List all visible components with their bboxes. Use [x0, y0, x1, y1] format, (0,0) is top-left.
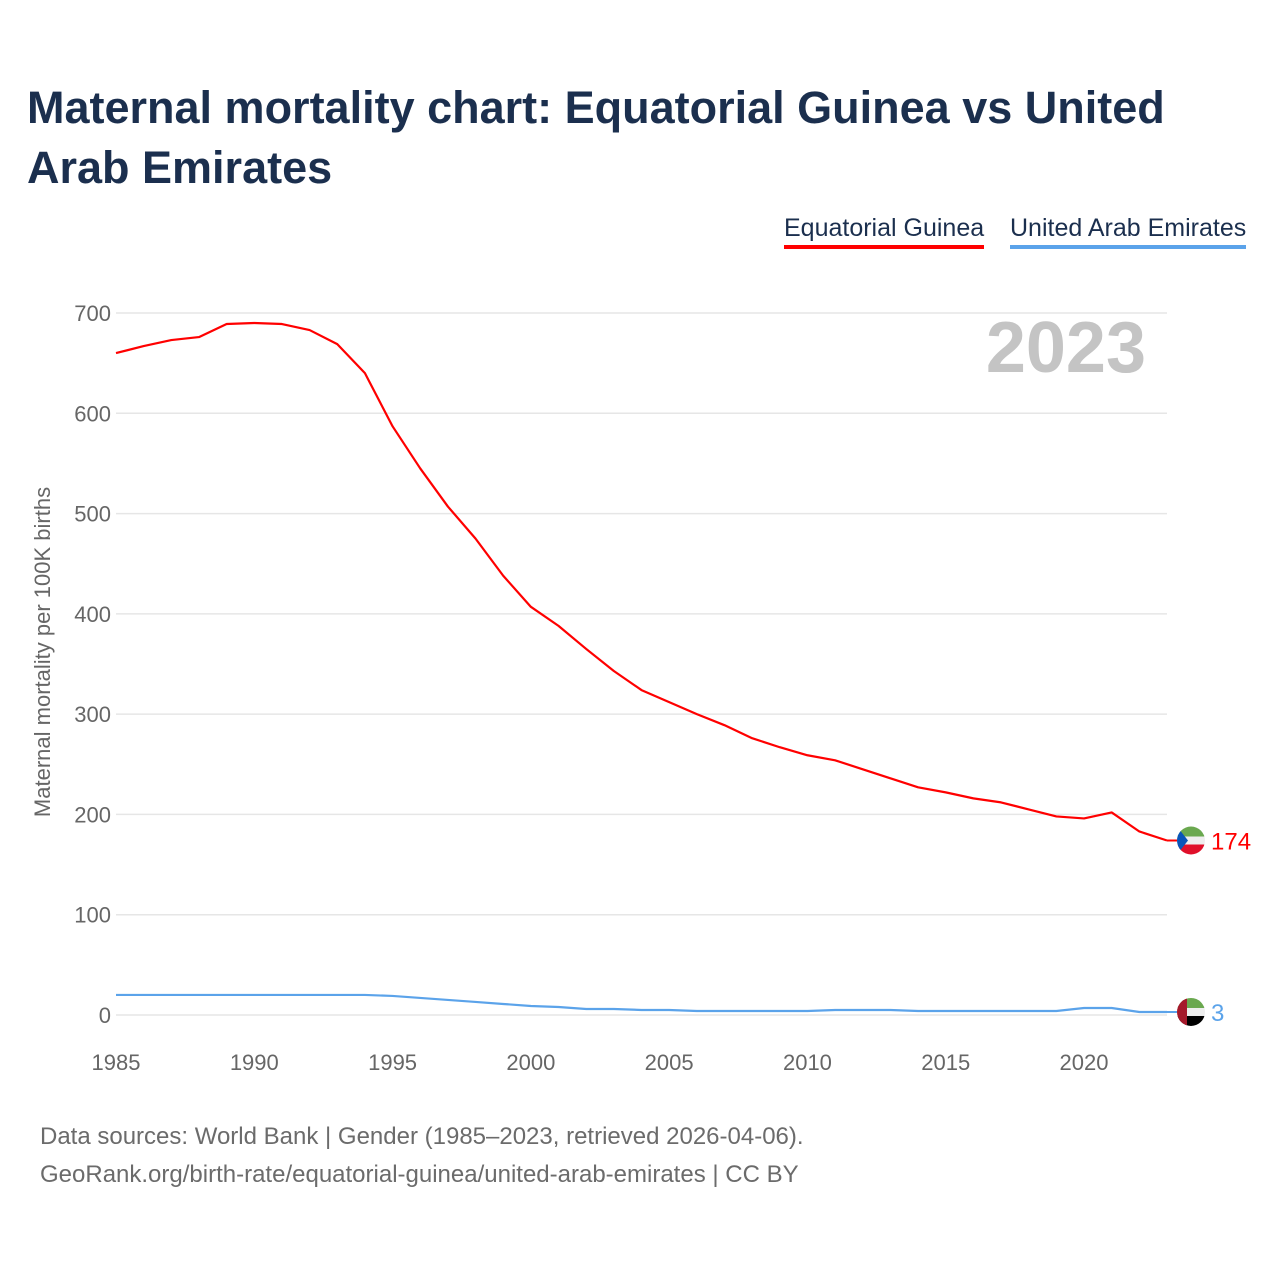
source-line-2[interactable]: GeoRank.org/birth-rate/equatorial-guinea… [40, 1161, 799, 1188]
x-tick-label: 2015 [921, 1050, 970, 1075]
y-tick-label: 300 [74, 702, 111, 727]
legend-equatorial-guinea[interactable]: Equatorial Guinea [784, 214, 985, 249]
uae-flag-icon [1177, 997, 1205, 1026]
x-tick-label: 2010 [783, 1050, 832, 1075]
x-tick-label: 2020 [1060, 1050, 1109, 1075]
year-label: 2023 [986, 308, 1146, 388]
y-tick-label: 0 [99, 1003, 111, 1028]
equatorial-guinea-flag-icon [1177, 826, 1205, 855]
y-tick-label: 100 [74, 903, 111, 928]
source-line-1: Data sources: World Bank | Gender (1985–… [40, 1123, 804, 1150]
series-line-uae [116, 993, 1167, 1014]
series-line-equatorial-guinea [115, 321, 1168, 842]
x-tick-label: 1990 [230, 1050, 279, 1075]
x-tick-label: 2000 [506, 1050, 555, 1075]
x-tick-label: 1985 [92, 1050, 141, 1075]
x-tick-label: 1995 [368, 1050, 417, 1075]
source-note: Data sources: World Bank | Gender (1985–… [40, 1118, 804, 1194]
x-tick-label: 2005 [645, 1050, 694, 1075]
y-tick-label: 500 [74, 502, 111, 527]
y-tick-label: 400 [74, 602, 111, 627]
end-value-label: 3 [1211, 1000, 1224, 1027]
y-tick-label: 600 [74, 401, 111, 426]
y-tick-label: 700 [74, 301, 111, 326]
y-tick-label: 200 [74, 802, 111, 827]
chart-title: Maternal mortality chart: Equatorial Gui… [27, 82, 1165, 193]
end-value-label: 174 [1211, 829, 1251, 856]
legend-united-arab-emirates[interactable]: United Arab Emirates [1010, 214, 1247, 249]
y-axis-label: Maternal mortality per 100K births [30, 487, 55, 817]
